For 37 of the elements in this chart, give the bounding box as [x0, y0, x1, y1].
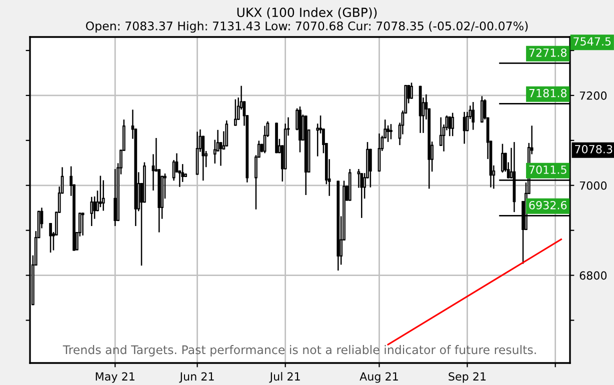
chart-title: UKX (100 Index (GBP)) [237, 7, 377, 19]
candlestick [90, 196, 94, 226]
candlestick [480, 96, 484, 123]
chart-subtitle: Open: 7083.37 High: 7131.43 Low: 7070.68 Cur: 7078.35 (-05.02/-00.07%) [86, 21, 528, 33]
candlestick [114, 169, 117, 226]
y-tick-label: 6800 [580, 271, 607, 280]
x-tick-label: Jul 21 [269, 372, 300, 383]
candlestick [390, 124, 392, 140]
ref-line-label: 7271.8 [529, 48, 567, 57]
ref-line-label: 7011.5 [529, 165, 566, 174]
y-tick-label: 7200 [580, 91, 607, 100]
candlestick [369, 148, 372, 188]
ref-line-label: 6932.6 [529, 200, 567, 210]
candlestick [99, 176, 102, 208]
candlestick [386, 125, 390, 142]
x-tick-label: Sep 21 [448, 372, 486, 383]
candlestick [234, 99, 237, 126]
y-tick-label: 7000 [580, 181, 607, 190]
text: 7078.3 [575, 144, 612, 154]
x-tick-label: Aug 21 [360, 372, 398, 383]
candlestick [263, 126, 266, 154]
candlestick [501, 144, 504, 173]
x-tick-label: Jun 21 [179, 372, 214, 383]
candlestick [102, 180, 105, 211]
candlestick [81, 212, 84, 236]
candlestick [225, 120, 228, 146]
ref-line-label: 7181.8 [529, 88, 567, 98]
candlestick [410, 82, 413, 99]
annotation: Trends and Targets. Past performance is not a reliable indicator of future results. [62, 345, 536, 356]
candlestick [448, 116, 452, 136]
candlestick [462, 112, 466, 144]
candlestick [472, 102, 475, 130]
x-tick-label: May 21 [96, 372, 134, 383]
text: 7547.5 [574, 37, 611, 46]
candlestick [360, 173, 364, 218]
candlestick [49, 222, 52, 253]
candlestick [451, 112, 454, 136]
